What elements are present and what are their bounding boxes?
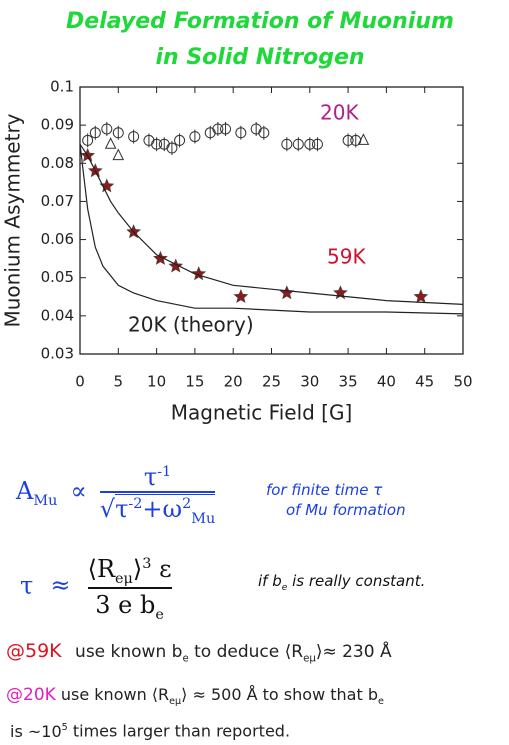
y-tick-label: 0.08	[41, 154, 74, 172]
text: use known ⟨R	[60, 685, 170, 704]
text: times larger than reported.	[72, 721, 291, 741]
point	[153, 250, 168, 265]
text: eμ	[303, 653, 316, 665]
text: ∝	[70, 477, 87, 506]
chart: 0 5 10 15 20 25 30 35 40 45 50 0.03 0.04 0.05 0.06 0.07…	[1, 78, 473, 425]
text: 3 e b	[95, 590, 156, 619]
text: A	[16, 477, 34, 506]
text: 3	[142, 556, 152, 572]
text: for finite time τ	[266, 481, 383, 499]
chart-title: Delayed Formation of Muonium in Solid Ni…	[66, 9, 454, 70]
text: if b	[258, 572, 282, 590]
text: +	[142, 495, 163, 523]
curve	[79, 143, 464, 305]
x-tick-label: 15	[185, 373, 204, 391]
fraction: ⟨Reμ⟩3 ε 3 e be	[87, 555, 172, 623]
text: e	[155, 606, 164, 623]
y-tick-label: 0.03	[41, 345, 74, 363]
x-axis-label: Magnetic Field [G]	[171, 401, 353, 425]
note: for finite time τ of Mu formation	[266, 480, 406, 520]
text: τ	[115, 495, 129, 523]
x-tick-label: 40	[377, 373, 396, 391]
text: -1	[157, 464, 172, 480]
series-label: 20K (theory)	[128, 313, 254, 337]
y-tick-label: 0.09	[41, 116, 74, 134]
point	[357, 133, 370, 145]
text: 5	[61, 722, 68, 734]
text: @59K	[6, 640, 62, 662]
series-label: 59K	[327, 245, 366, 269]
text: of Mu formation	[286, 501, 406, 519]
text: τ	[143, 463, 158, 491]
text: τ	[20, 571, 34, 600]
curve	[79, 144, 464, 315]
text: eμ	[115, 570, 133, 587]
point	[413, 289, 429, 304]
note: if be is really constant.	[258, 572, 425, 593]
x-tick-label: 45	[415, 373, 434, 391]
text: is really constant.	[292, 572, 426, 590]
denominator: √τ-2+ω2Mu	[99, 491, 216, 527]
x-tick-label: 25	[262, 373, 281, 391]
x-tick-label: 10	[147, 373, 166, 391]
text: ⟨R	[87, 555, 116, 583]
fraction: τ-1 √τ-2+ω2Mu	[99, 463, 216, 527]
y-tick-label: 0.04	[41, 306, 74, 324]
text: @20K	[6, 685, 56, 705]
y-tick-label: 0.07	[41, 192, 74, 210]
point	[112, 148, 125, 161]
x-tick-label: 30	[300, 373, 319, 391]
text: eμ	[169, 696, 182, 708]
text: to deduce ⟨R	[194, 642, 304, 662]
text: Mu	[191, 510, 216, 527]
x-tick-label: 5	[114, 373, 124, 391]
point	[191, 266, 207, 281]
text: use known b	[75, 642, 183, 662]
text: ε	[159, 555, 172, 583]
text: ≈	[50, 571, 71, 600]
text: e	[377, 696, 384, 708]
text: Mu	[33, 493, 58, 510]
x-tick-label: 35	[339, 373, 358, 391]
text: -2	[128, 496, 143, 512]
point	[104, 137, 117, 149]
y-tick-label: 0.1	[50, 78, 74, 96]
text: AMu	[16, 477, 57, 509]
text: ⟩	[132, 555, 143, 583]
series-label: 20K	[320, 101, 359, 125]
point	[233, 289, 249, 304]
text: ⟩≈ 230 Å	[315, 642, 392, 662]
text: e	[281, 583, 288, 593]
y-tick-label: 0.05	[41, 268, 74, 286]
point	[168, 258, 184, 273]
text: ω	[162, 495, 183, 523]
formula-2: τ ≈ ⟨Reμ⟩3 ε 3 e be	[20, 555, 172, 623]
text: is ~10	[10, 721, 62, 741]
denominator: 3 e be	[87, 586, 172, 623]
numerator: τ-1	[100, 463, 215, 491]
point	[279, 285, 295, 300]
x-tick-label: 20	[224, 373, 243, 391]
y-tick-label: 0.06	[41, 230, 74, 248]
numerator: ⟨Reμ⟩3 ε	[88, 555, 172, 587]
line-59k: @59K use known be to deduce ⟨Reμ⟩≈ 230 Å	[6, 640, 392, 664]
formula-1: AMu ∝ τ-1 √τ-2+ω2Mu	[16, 463, 216, 527]
text: ⟩ ≈ 500 Å to show that b	[181, 685, 378, 704]
line-20k: @20K use known ⟨Reμ⟩ ≈ 500 Å to show tha…	[6, 682, 384, 745]
text: e	[182, 653, 189, 665]
x-tick-label: 0	[75, 373, 85, 391]
text: 2	[182, 496, 192, 512]
x-tick-label: 50	[453, 373, 472, 391]
text: τ-2+ω2Mu	[115, 494, 216, 527]
y-axis-label: Muonium Asymmetry	[1, 113, 25, 327]
